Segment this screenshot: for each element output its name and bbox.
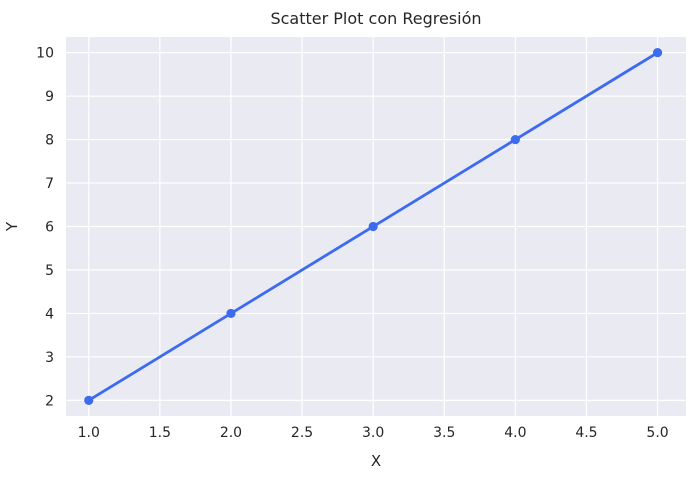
x-tick-label: 1.0 (78, 425, 100, 441)
x-axis-label: X (371, 452, 381, 470)
y-tick-label: 4 (45, 306, 54, 322)
x-tick-label: 2.5 (291, 425, 313, 441)
y-tick-label: 9 (45, 89, 54, 105)
chart-title: Scatter Plot con Regresión (270, 9, 481, 28)
y-tick-labels: 2 3 4 5 6 7 8 9 10 (36, 46, 54, 410)
y-tick-label: 5 (45, 263, 54, 279)
data-point (84, 395, 94, 405)
y-tick-label: 8 (45, 133, 54, 149)
data-point (226, 308, 236, 319)
data-point (652, 48, 663, 58)
x-tick-label: 3.5 (433, 425, 455, 441)
data-point (510, 134, 520, 145)
x-tick-label: 2.0 (220, 425, 242, 441)
y-tick-label: 6 (45, 220, 54, 236)
y-axis-label: Y (3, 221, 21, 232)
x-tick-label: 4.0 (504, 425, 526, 441)
x-tick-label: 4.5 (575, 425, 597, 441)
y-tick-label: 10 (36, 46, 54, 62)
y-tick-label: 2 (45, 393, 54, 409)
data-series (84, 48, 663, 405)
y-tick-label: 7 (45, 176, 54, 192)
x-tick-labels: 1.0 1.5 2.0 2.5 3.0 3.5 4.0 4.5 5.0 (78, 425, 669, 441)
y-tick-label: 3 (45, 350, 54, 366)
x-tick-label: 5.0 (646, 425, 668, 441)
x-tick-label: 1.5 (149, 425, 171, 441)
x-tick-label: 3.0 (362, 425, 384, 441)
data-point (368, 221, 378, 232)
